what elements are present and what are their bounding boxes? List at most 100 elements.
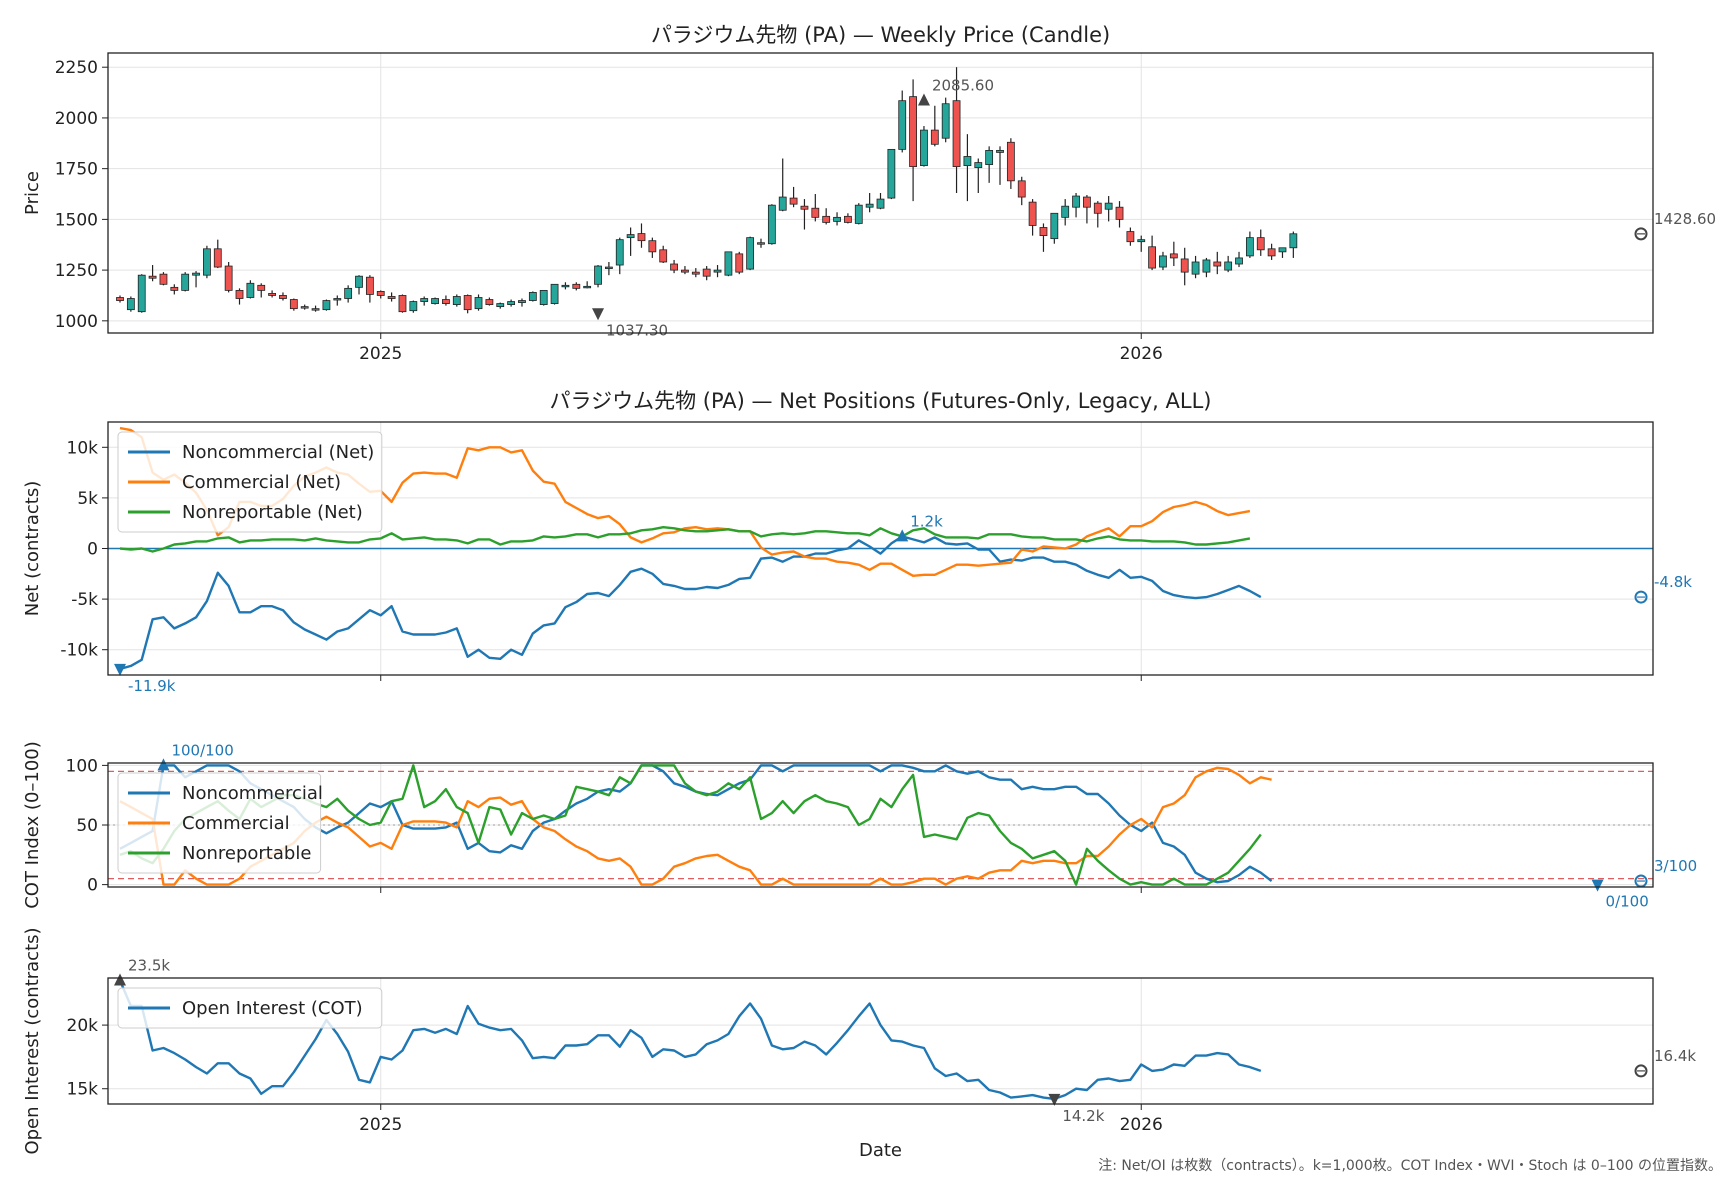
candle [757,238,765,248]
candle [1245,231,1254,258]
candle-body [224,265,233,291]
candle [485,297,494,306]
candle-body [1235,257,1243,265]
candle-body [192,272,200,276]
max-marker [114,973,126,986]
axes-frame [107,762,1654,888]
candle-body [268,293,277,296]
candle [1148,235,1157,271]
y-tick-label: 10k [67,438,99,458]
candle [1083,195,1091,224]
candle-body [1245,237,1254,257]
candle [615,237,624,275]
candle [746,236,755,271]
candle [1006,138,1015,189]
candle [279,292,287,301]
candle-body [257,284,266,291]
candle-body [876,198,885,209]
candle [985,146,994,183]
panel-cot: 100 50 0 COT Index (0–100) 100/100 0/100 3/100… [22,741,1697,910]
last-label: 16.4k [1654,1047,1696,1065]
candle [963,134,972,202]
candle-body [811,207,820,218]
candle-body [279,295,287,299]
candle-body [865,203,874,208]
candle-body [626,234,635,239]
candle-body [702,268,711,277]
candle [594,265,602,288]
candle-body [170,286,179,291]
candle [322,299,331,311]
candle-body [1104,202,1113,210]
candle-body [691,271,700,275]
legend-label: Noncommercial [182,783,323,804]
candle [203,245,211,279]
candle [398,294,407,313]
min-label: 1037.30 [606,321,668,339]
min-marker [592,308,605,321]
candle-body [1159,255,1167,268]
candle [126,296,135,312]
candle-body [767,204,776,245]
candle-body [116,297,124,301]
candle-body [854,204,863,224]
candle-body [561,284,570,288]
candle [474,294,483,311]
candle-body [594,265,602,285]
candle [561,282,570,290]
candle-body [420,298,429,302]
candle-body [713,269,722,273]
panel-oi: 20k 15k 2025 2026 Open Interest (contracts) D… [22,927,1696,1161]
candle [789,186,798,208]
candle-body [1028,201,1037,226]
last-label: 1428.60 [1654,210,1716,228]
candle [159,272,168,286]
y-tick-label: 100 [66,756,98,776]
x-axis-label: Date [859,1140,902,1161]
candle-body [974,162,983,169]
axes-frame [107,977,1654,1105]
axes-frame [107,52,1654,334]
candle-body [1180,258,1189,273]
candle [865,193,874,213]
candle [518,298,526,307]
candle [735,251,744,275]
series-line [118,980,1262,1101]
y-axis-label: COT Index (0–100) [22,741,43,909]
panel-title-price: パラジウム先物 (PA) — Weekly Price (Candle) [651,23,1110,47]
candle-body [518,300,526,303]
candle-body [1256,237,1265,251]
candle [289,298,298,311]
candle-body [1017,180,1026,198]
candle [1126,227,1135,246]
candle-body [833,216,841,222]
y-axis-label: Price [22,171,43,215]
candle [822,208,831,225]
candle-body [1202,259,1211,273]
max-label: 2085.60 [932,77,994,95]
candle [887,148,896,200]
min-label: 14.2k [1062,1107,1104,1125]
candle-body [1213,261,1222,267]
candle [1050,212,1059,244]
series-line [119,526,1251,553]
candle-body [822,215,831,223]
candle [463,294,472,314]
candle-body [550,283,559,304]
y-tick-label: 0 [87,540,98,560]
candle [1256,229,1265,256]
max-label: 100/100 [171,741,233,759]
candle-body [442,299,450,304]
min-marker [114,663,126,676]
candle-body [996,149,1004,153]
max-label: 1.2k [910,512,943,530]
y-tick-label: 1750 [55,160,98,180]
candle [778,158,787,212]
y-tick-label: 20k [67,1016,99,1036]
candle-body [1115,206,1124,220]
candle-body [1148,246,1157,269]
candle [387,292,396,302]
candle-body [1006,141,1015,182]
candle [431,297,439,305]
candle-body [159,273,168,285]
